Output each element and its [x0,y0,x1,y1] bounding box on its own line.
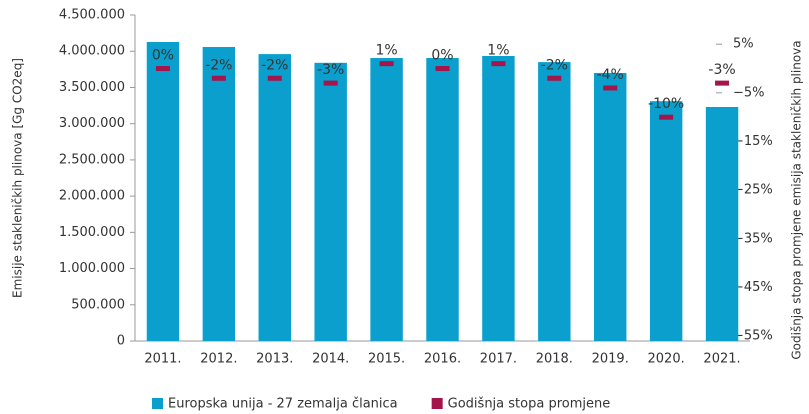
marker [155,66,170,72]
data-label: 0% [431,48,453,64]
bar [202,47,236,341]
marker [715,80,730,86]
marker [603,85,618,91]
legend-swatch [431,398,443,409]
x-tick-label: 2017. [480,352,517,367]
bar [538,62,571,341]
legend-label: Europska unija - 27 zemalja članica [168,397,398,412]
y-tick-label: 1.500.000 [59,225,125,240]
x-tick-label: 2021. [703,352,740,367]
marker [659,114,674,120]
bar [370,58,403,341]
bar [426,58,459,341]
y2-tick-label: −5% [733,85,765,100]
marker [491,61,506,67]
y-tick-label: 2.500.000 [59,152,125,167]
y2-tick-label: −15% [733,134,773,149]
marker [211,75,226,81]
bar [258,54,291,342]
y2-tick-label: −55% [733,329,773,344]
bar [649,101,683,341]
x-tick-label: 2015. [368,352,405,367]
y2-axis-title: Godišnja stopa promjene emisija stakleni… [790,40,804,359]
data-label: 1% [487,43,509,59]
data-label: 1% [375,43,397,59]
x-tick-label: 2020. [648,352,685,367]
data-label: -3% [317,62,344,78]
y2-tick-label: −25% [733,183,773,198]
y2-tick-label: −35% [733,231,773,246]
y2-tick-label: −45% [733,280,773,295]
x-tick-label: 2018. [536,352,573,367]
data-label: -4% [597,67,624,83]
y-tick-label: 1.000.000 [59,261,125,276]
marker [379,61,394,67]
marker [267,75,282,81]
x-tick-label: 2019. [592,352,629,367]
data-label: -3% [708,62,735,78]
legend-label: Godišnja stopa promjene [448,397,611,412]
x-tick-label: 2011. [144,352,181,367]
data-label: -10% [648,96,684,112]
y-tick-label: 0 [117,334,125,349]
y-tick-label: 500.000 [71,297,125,312]
bar [482,56,515,342]
marker [323,80,338,86]
y-tick-label: 4.000.000 [59,44,125,59]
x-tick-label: 2012. [200,352,237,367]
legend-swatch [152,398,163,409]
y-tick-label: 2.000.000 [59,189,125,204]
data-label: -2% [205,57,232,73]
marker [547,75,562,81]
y-axis-title: Emisije stakleničkih plinova [Gg CO2eq] [11,58,25,298]
data-label: -2% [541,57,568,73]
y-tick-label: 3.000.000 [59,116,125,131]
y-tick-label: 4.500.000 [59,8,125,23]
bar [594,72,627,341]
y-tick-label: 3.500.000 [59,80,125,95]
bar [314,62,347,342]
bar [146,42,180,341]
bar [705,107,739,341]
x-tick-label: 2016. [424,352,461,367]
x-tick-label: 2013. [256,352,293,367]
x-tick-label: 2014. [312,352,349,367]
data-label: -2% [261,57,288,73]
y2-tick-label: 5% [733,37,754,52]
data-label: 0% [152,48,174,64]
marker [435,66,450,72]
